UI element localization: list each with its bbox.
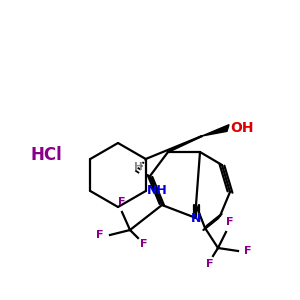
- Polygon shape: [202, 125, 229, 136]
- Text: N: N: [191, 212, 201, 224]
- Text: F: F: [244, 246, 252, 256]
- Text: OH: OH: [230, 121, 254, 135]
- Text: F: F: [96, 230, 104, 240]
- Text: NH: NH: [147, 184, 167, 197]
- Text: H: H: [134, 162, 143, 172]
- Text: F: F: [226, 217, 234, 227]
- Text: F: F: [206, 259, 214, 269]
- Text: HCl: HCl: [30, 146, 62, 164]
- Text: F: F: [140, 239, 148, 249]
- Text: F: F: [118, 197, 126, 207]
